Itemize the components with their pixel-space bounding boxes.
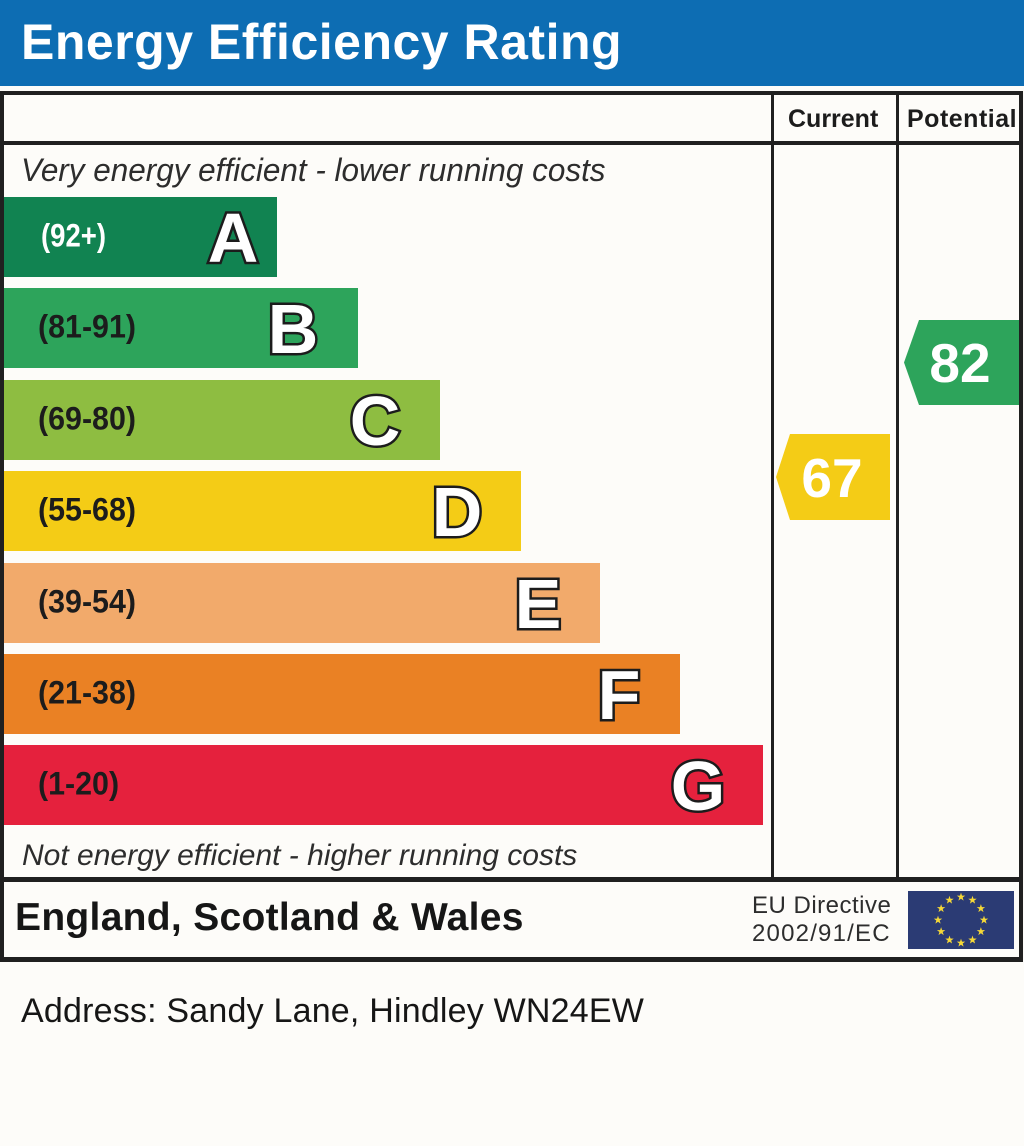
svg-text:82: 82 [929,332,990,394]
svg-text:G: G [671,747,725,825]
svg-text:67: 67 [801,447,862,509]
svg-text:E: E [515,565,562,643]
svg-text:C: C [350,382,401,460]
svg-text:F: F [598,656,641,734]
svg-text:B: B [268,290,319,368]
svg-text:A: A [208,199,259,277]
svg-text:D: D [432,473,483,551]
